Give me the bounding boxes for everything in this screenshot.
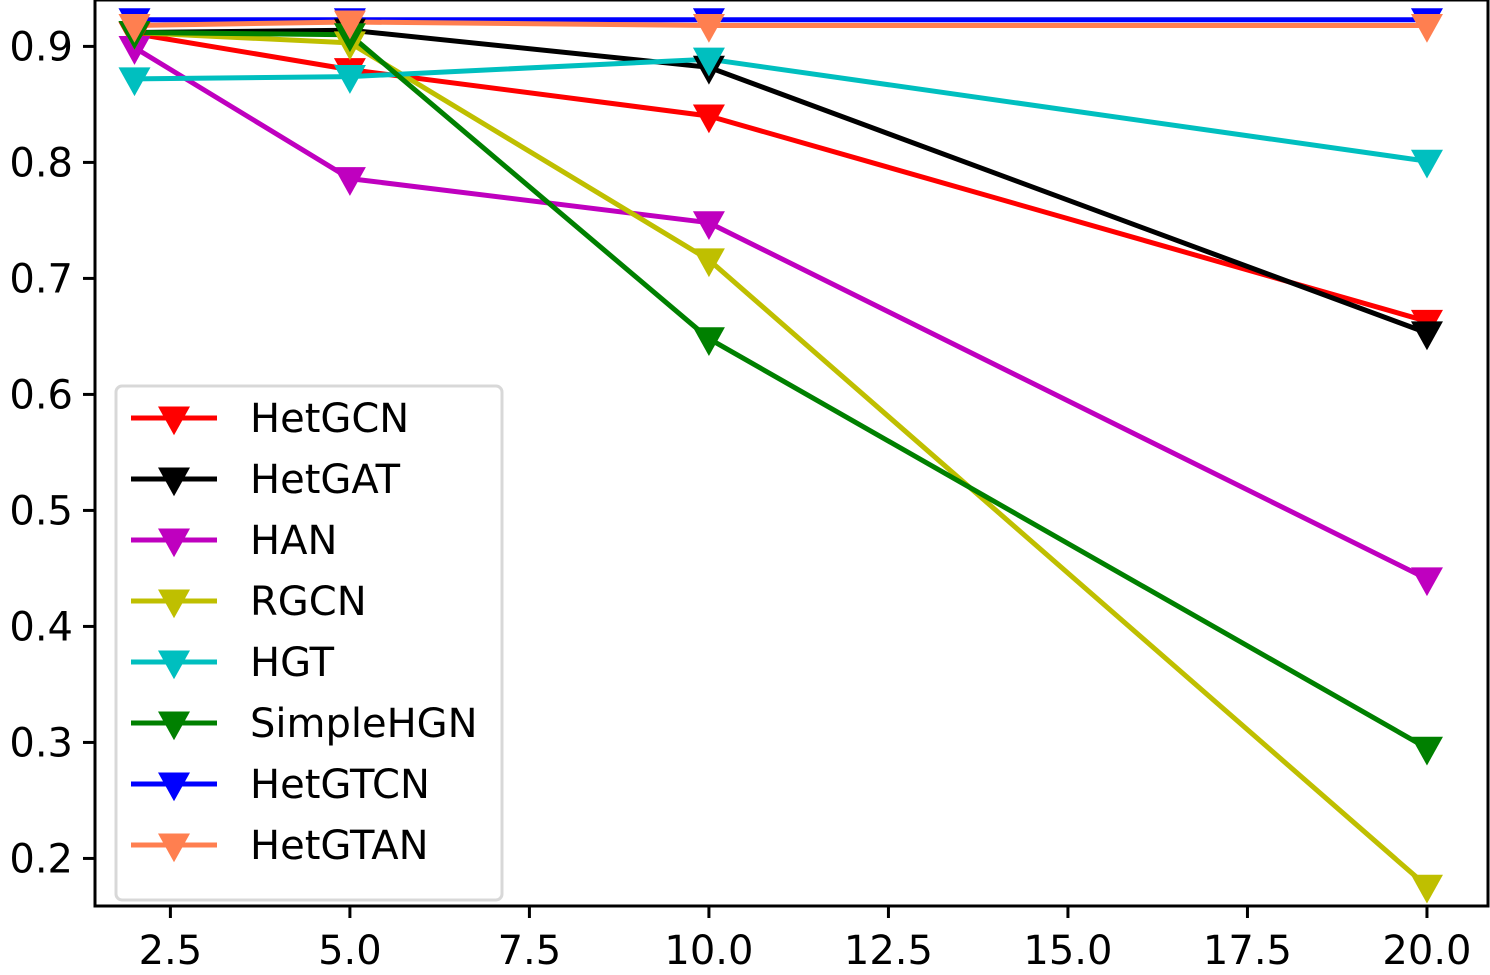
x-tick-label: 10.0 <box>664 928 753 974</box>
x-tick-label: 12.5 <box>844 928 933 974</box>
series-marker-4-2 <box>692 47 725 77</box>
legend-label-3: RGCN <box>250 579 367 625</box>
series-line-4 <box>134 56 1428 164</box>
series-marker-7-2 <box>692 14 725 43</box>
series-marker-2-2 <box>692 211 725 241</box>
series-line-3 <box>134 30 1429 889</box>
plot-lines <box>133 17 1429 889</box>
legend-label-6: HetGTCN <box>250 762 430 808</box>
y-tick-label: 0.4 <box>9 604 73 650</box>
series-line-2 <box>133 45 1429 582</box>
legend-box <box>114 384 504 902</box>
legend-marker-7 <box>158 833 190 863</box>
y-tick-label: 0.5 <box>9 488 73 534</box>
legend-label-0: HetGCN <box>250 396 409 442</box>
x-tick-label: 20.0 <box>1382 928 1471 974</box>
legend: HetGCN HetGAT HAN RGCN HGT SimpleHGN HetGTCN He… <box>114 384 504 902</box>
series-line-5 <box>134 30 1429 751</box>
x-tick-label: 15.0 <box>1023 928 1112 974</box>
x-tick-label: 5.0 <box>318 928 382 974</box>
series-line-0 <box>134 31 1428 324</box>
series-marker-4-0 <box>118 67 151 97</box>
legend-marker-4 <box>158 650 190 680</box>
axes: 2.5 5.0 7.5 10.0 12.5 15.0 17.5 20.0 0.2 0.3 0.4 0.… <box>9 0 1490 974</box>
y-tick-label: 0.6 <box>9 372 73 418</box>
series-marker-7-1 <box>333 10 366 40</box>
legend-marker-5 <box>158 711 190 741</box>
series-marker-7-3 <box>1410 14 1443 43</box>
series-marker-2-0 <box>118 36 151 65</box>
x-tick-label: 7.5 <box>498 928 562 974</box>
series-marker-4-1 <box>333 65 366 94</box>
legend-label-5: SimpleHGN <box>250 701 478 747</box>
series-marker-1-3 <box>1410 321 1443 351</box>
plot-frame <box>93 0 1490 908</box>
legend-marker-6 <box>158 772 190 802</box>
y-tick-label: 0.9 <box>9 24 73 70</box>
y-tick-label: 0.2 <box>9 836 73 882</box>
legend-label-7: HetGTAN <box>250 823 429 869</box>
x-tick-label: 17.5 <box>1203 928 1292 974</box>
series-marker-3-2 <box>692 248 725 278</box>
series-line-7 <box>134 19 1427 28</box>
y-tick-label: 0.8 <box>9 140 73 186</box>
y-tick-label: 0.7 <box>9 256 73 302</box>
series-marker-0-2 <box>692 104 725 134</box>
legend-marker-3 <box>158 589 190 619</box>
series-marker-4-3 <box>1410 149 1443 179</box>
plot-markers <box>118 8 1443 904</box>
legend-label-1: HetGAT <box>250 457 401 503</box>
legend-label-4: HGT <box>250 640 335 686</box>
series-marker-7-0 <box>118 14 151 43</box>
y-tick-label: 0.3 <box>9 720 73 766</box>
legend-label-2: HAN <box>250 518 337 564</box>
legend-marker-1 <box>158 467 190 497</box>
legend-marker-2 <box>158 528 190 558</box>
series-marker-2-3 <box>1410 567 1443 597</box>
series-marker-5-2 <box>692 327 725 357</box>
series-marker-5-3 <box>1410 736 1443 766</box>
series-marker-2-1 <box>333 167 366 196</box>
series-marker-3-3 <box>1410 874 1443 904</box>
legend-marker-0 <box>158 406 190 436</box>
x-tick-label: 2.5 <box>139 928 203 974</box>
